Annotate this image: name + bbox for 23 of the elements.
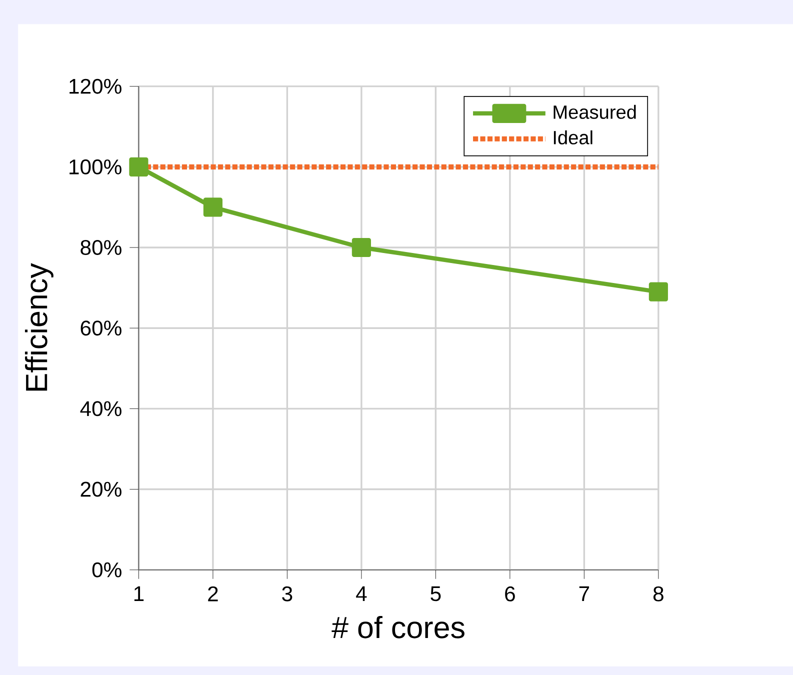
point [129,157,148,176]
legend-label: Measured [554,104,636,119]
x-axis-title: # of cores [332,616,464,638]
point [203,197,222,217]
point [648,282,668,302]
legend-label: Ideal [554,130,592,144]
y-tick-label: 60% [80,320,122,336]
y-tick-label: 100% [70,159,122,174]
y-tick-label: 20% [80,482,122,497]
y-tick-label: 80% [80,240,122,255]
y-tick-label: 0% [92,562,122,578]
x-tick-label: 5 [430,586,441,601]
y-axis-title: Efficiency [24,262,54,390]
x-tick-label: 4 [356,586,367,601]
y-tick-label: 120% [70,78,122,94]
x-tick-label: 3 [282,586,292,602]
x-tick-label: 6 [505,586,515,602]
x-tick-label: 7 [579,586,590,601]
x-tick-label: 2 [208,586,218,602]
x-tick-label: 8 [653,586,664,602]
point [352,238,371,257]
x-tick-label: 1 [134,586,144,601]
y-tick-label: 40% [80,401,122,416]
